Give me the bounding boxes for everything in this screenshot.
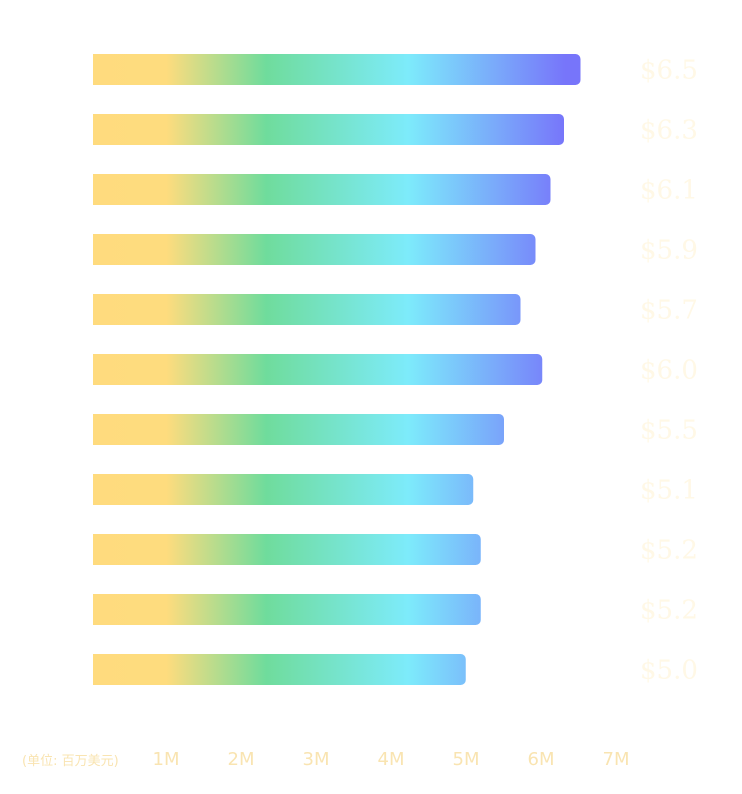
bar-left-cap	[93, 414, 99, 445]
bar-left-cap	[93, 114, 99, 145]
bar-6	[93, 354, 543, 385]
x-tick-label: 1M	[153, 749, 180, 770]
value-labels-group: $6.5 $6.3 $6.1 $5.9 $5.7 $6.0 $5.5 $5.1 $5.2 $5.2…	[640, 56, 698, 686]
bar-left-cap	[93, 594, 99, 625]
unit-label: (单位: 百万美元)	[22, 754, 119, 769]
value-label: $5.1	[640, 476, 698, 506]
value-label: $5.2	[640, 596, 698, 626]
value-label: $5.9	[640, 236, 698, 266]
bar-left-cap	[93, 54, 99, 85]
bar-left-cap	[93, 534, 99, 565]
bar-left-cap	[93, 174, 99, 205]
bars-group	[93, 54, 581, 685]
bar-9	[93, 534, 481, 565]
bar-8	[93, 474, 474, 505]
value-label: $6.1	[640, 176, 698, 206]
value-label: $5.5	[640, 416, 698, 446]
bar-left-cap	[93, 294, 99, 325]
bar-4	[93, 234, 536, 265]
bar-11	[93, 654, 466, 685]
x-tick-label: 2M	[228, 749, 255, 770]
value-label: $5.2	[640, 536, 698, 566]
x-tick-label: 7M	[603, 749, 630, 770]
bar-1	[93, 54, 581, 85]
x-tick-label: 4M	[378, 749, 405, 770]
x-tick-label: 6M	[528, 749, 555, 770]
bar-left-cap	[93, 354, 99, 385]
x-tick-label: 3M	[303, 749, 330, 770]
value-label: $6.5	[640, 56, 698, 86]
x-axis: (单位: 百万美元) 1M 2M 3M 4M 5M 6M 7M	[22, 749, 629, 770]
bar-left-cap	[93, 474, 99, 505]
x-tick-label: 5M	[453, 749, 480, 770]
value-label: $5.0	[640, 656, 698, 686]
value-label: $6.3	[640, 116, 698, 146]
bar-7	[93, 414, 504, 445]
value-label: $5.7	[640, 296, 698, 326]
bar-2	[93, 114, 564, 145]
bar-3	[93, 174, 551, 205]
bar-5	[93, 294, 521, 325]
bar-left-cap	[93, 234, 99, 265]
value-label: $6.0	[640, 356, 698, 386]
bar-left-cap	[93, 654, 99, 685]
bar-10	[93, 594, 481, 625]
